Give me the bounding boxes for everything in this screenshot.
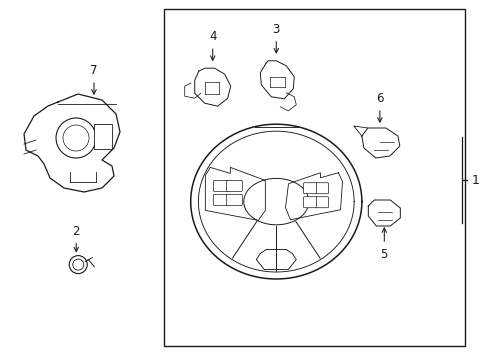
- FancyBboxPatch shape: [303, 197, 316, 208]
- FancyBboxPatch shape: [213, 194, 229, 206]
- Bar: [163, 9, 464, 346]
- Text: 1: 1: [471, 174, 479, 186]
- FancyBboxPatch shape: [226, 194, 242, 206]
- Text: 4: 4: [208, 30, 216, 43]
- FancyBboxPatch shape: [226, 180, 242, 192]
- FancyBboxPatch shape: [315, 197, 328, 208]
- Bar: [94, 124, 112, 149]
- Text: 3: 3: [272, 23, 280, 36]
- FancyBboxPatch shape: [213, 180, 229, 192]
- Text: 2: 2: [72, 225, 80, 238]
- FancyBboxPatch shape: [303, 183, 316, 194]
- Text: 5: 5: [380, 248, 387, 261]
- Text: 7: 7: [90, 64, 98, 77]
- Text: 6: 6: [375, 92, 383, 105]
- FancyBboxPatch shape: [315, 183, 328, 194]
